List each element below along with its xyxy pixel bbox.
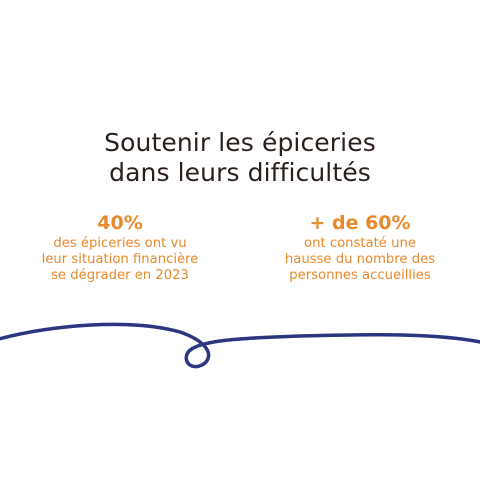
stat-block-financial: 40% des épiceries ont vu leur situation … (0, 210, 240, 284)
page-title: Soutenir les épiceries dans leurs diffic… (0, 128, 480, 188)
stat-desc-line-2: leur situation financière (41, 252, 199, 267)
stat-desc-line-1: ont constaté une (304, 236, 416, 251)
stat-value: + de 60% (309, 212, 411, 234)
stat-desc-line-1: des épiceries ont vu (53, 236, 187, 251)
wave-line (0, 322, 480, 369)
stat-desc-line-3: se dégrader en 2023 (51, 268, 189, 283)
title-line-2: dans leurs difficultés (109, 158, 371, 187)
stat-desc-line-3: personnes accueillies (289, 268, 431, 283)
stat-desc-line-2: hausse du nombre des (284, 252, 436, 267)
title-line-1: Soutenir les épiceries (104, 128, 376, 157)
stat-block-attendance: + de 60% ont constaté une hausse du nomb… (240, 210, 480, 284)
stat-value: 40% (97, 212, 143, 234)
